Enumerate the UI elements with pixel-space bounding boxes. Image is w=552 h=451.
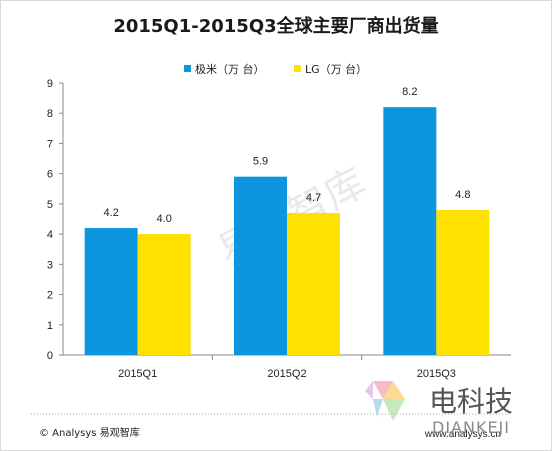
bar-lg-2015Q3 xyxy=(436,209,490,355)
bar-ximi-2015Q2 xyxy=(234,176,287,355)
footer-url: www.analysys.cn xyxy=(424,429,501,440)
category-label: 2015Q3 xyxy=(417,368,456,380)
brand-mark-icon xyxy=(365,381,405,421)
legend: 极米（万 台） LG（万 台） xyxy=(184,62,367,76)
y-tick-label: 3 xyxy=(47,259,53,271)
y-tick-label: 5 xyxy=(47,199,53,211)
footer-copyright: © Analysys 易观智库 xyxy=(39,426,140,439)
y-tick-label: 6 xyxy=(47,169,53,181)
bar-lg-2015Q2 xyxy=(287,212,340,355)
y-tick-label: 4 xyxy=(47,229,53,241)
legend-swatch-lg xyxy=(294,65,301,72)
brand-logo: 电科技 DIANKEJI xyxy=(365,381,513,437)
bar-lg-2015Q1 xyxy=(137,234,191,355)
category-label: 2015Q2 xyxy=(267,368,306,380)
legend-swatch-ximi xyxy=(184,65,191,72)
legend-label-ximi: 极米（万 台） xyxy=(195,62,265,76)
data-label: 4.0 xyxy=(157,213,172,225)
data-label: 8.2 xyxy=(402,86,417,98)
y-tick-label: 9 xyxy=(47,78,53,90)
bar-ximi-2015Q1 xyxy=(84,228,138,355)
y-tick-label: 2 xyxy=(47,290,53,302)
category-label: 2015Q1 xyxy=(118,368,157,380)
data-labels-group: 4.2 4.0 5.9 4.7 8.2 4.8 xyxy=(104,86,471,225)
y-tick-label: 8 xyxy=(47,108,53,120)
y-tick-label: 0 xyxy=(47,350,53,362)
brand-name-cn: 电科技 xyxy=(429,385,513,418)
y-tick-label: 7 xyxy=(47,138,53,150)
y-tick-label: 1 xyxy=(47,320,53,332)
brand-name-en: DIANKEJI xyxy=(432,418,510,437)
category-labels: 2015Q1 2015Q2 2015Q3 xyxy=(118,355,456,380)
data-label: 5.9 xyxy=(253,156,268,168)
bar-ximi-2015Q3 xyxy=(383,107,437,355)
chart-title: 2015Q1-2015Q3全球主要厂商出货量 xyxy=(113,15,438,37)
data-label: 4.8 xyxy=(455,189,470,201)
data-label: 4.7 xyxy=(306,192,321,204)
bars-group xyxy=(84,107,490,355)
data-label: 4.2 xyxy=(104,207,119,219)
legend-label-lg: LG（万 台） xyxy=(305,62,367,76)
y-tick-labels: 0 1 2 3 4 5 6 7 8 9 xyxy=(47,78,63,362)
